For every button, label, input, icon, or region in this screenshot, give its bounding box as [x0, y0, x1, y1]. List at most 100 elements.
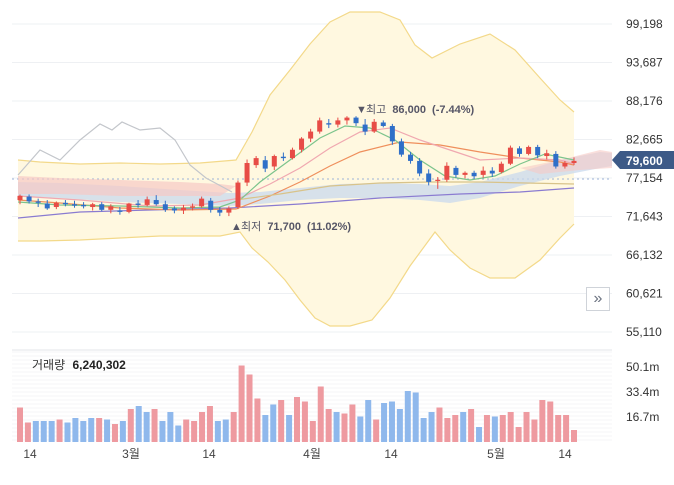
- candle[interactable]: [126, 202, 132, 214]
- volume-bar[interactable]: [17, 407, 23, 443]
- volume-bar[interactable]: [88, 418, 95, 442]
- volume-bar[interactable]: [547, 401, 554, 443]
- candle[interactable]: [553, 151, 559, 169]
- volume-bar[interactable]: [48, 421, 55, 442]
- volume-bar[interactable]: [317, 386, 324, 443]
- candle[interactable]: [71, 200, 77, 208]
- candle[interactable]: [81, 202, 87, 209]
- candle[interactable]: [253, 156, 259, 168]
- volume-bar[interactable]: [357, 416, 364, 443]
- volume-bar[interactable]: [444, 418, 451, 442]
- expand-chart-button[interactable]: »: [586, 287, 610, 311]
- volume-bar[interactable]: [341, 413, 348, 443]
- volume-bar[interactable]: [24, 422, 31, 443]
- volume-bar[interactable]: [365, 400, 372, 442]
- volume-bar[interactable]: [72, 418, 79, 442]
- candle[interactable]: [353, 116, 359, 126]
- candle[interactable]: [162, 200, 168, 212]
- volume-bar[interactable]: [325, 409, 332, 442]
- volume-bar[interactable]: [404, 391, 411, 442]
- candle[interactable]: [26, 194, 32, 204]
- volume-bar[interactable]: [333, 412, 340, 442]
- candle[interactable]: [308, 128, 314, 143]
- volume-bar[interactable]: [238, 365, 245, 443]
- candle[interactable]: [135, 200, 141, 208]
- candle[interactable]: [462, 171, 468, 179]
- volume-bar[interactable]: [563, 415, 570, 442]
- candle[interactable]: [208, 197, 214, 213]
- candle[interactable]: [144, 196, 150, 207]
- volume-bar[interactable]: [32, 421, 39, 442]
- candle[interactable]: [190, 203, 196, 211]
- volume-bar[interactable]: [127, 409, 134, 442]
- volume-bar[interactable]: [523, 412, 530, 442]
- candle[interactable]: [380, 120, 386, 128]
- candle[interactable]: [235, 180, 241, 210]
- volume-bar[interactable]: [452, 415, 459, 442]
- candle[interactable]: [408, 151, 414, 164]
- candle[interactable]: [398, 138, 404, 157]
- volume-bar[interactable]: [262, 415, 269, 442]
- volume-bar[interactable]: [111, 424, 118, 442]
- volume-bar[interactable]: [515, 427, 522, 442]
- candle[interactable]: [426, 169, 432, 186]
- candle[interactable]: [199, 196, 205, 208]
- volume-bar[interactable]: [349, 404, 356, 443]
- candle[interactable]: [498, 161, 504, 174]
- volume-bar[interactable]: [278, 400, 285, 442]
- candle[interactable]: [480, 166, 486, 178]
- volume-bar[interactable]: [460, 412, 467, 442]
- volume-bar[interactable]: [246, 374, 253, 443]
- candle[interactable]: [335, 117, 341, 128]
- volume-bar[interactable]: [420, 418, 427, 442]
- candle[interactable]: [517, 146, 523, 157]
- volume-bar[interactable]: [476, 427, 483, 442]
- volume-bar[interactable]: [571, 430, 577, 442]
- volume-bar[interactable]: [104, 419, 111, 443]
- volume-bar[interactable]: [119, 421, 126, 442]
- volume-bar[interactable]: [388, 401, 395, 443]
- volume-bar[interactable]: [555, 415, 562, 442]
- candle[interactable]: [435, 176, 441, 189]
- volume-bar[interactable]: [143, 412, 150, 442]
- candle[interactable]: [262, 156, 268, 173]
- volume-bars[interactable]: [17, 365, 577, 443]
- candle[interactable]: [108, 204, 114, 214]
- candle[interactable]: [417, 158, 423, 177]
- candle[interactable]: [44, 200, 50, 210]
- volume-bar[interactable]: [40, 421, 47, 442]
- volume-bar[interactable]: [499, 415, 506, 442]
- candle[interactable]: [489, 167, 495, 177]
- candle[interactable]: [362, 118, 368, 136]
- candle[interactable]: [62, 200, 68, 207]
- volume-bar[interactable]: [294, 397, 300, 442]
- volume-bar[interactable]: [167, 412, 174, 442]
- candle[interactable]: [153, 195, 159, 206]
- volume-bar[interactable]: [199, 412, 206, 442]
- volume-bar[interactable]: [507, 412, 514, 442]
- candlestick-series[interactable]: [17, 116, 577, 217]
- volume-bar[interactable]: [428, 412, 435, 442]
- candle[interactable]: [507, 145, 513, 166]
- candle[interactable]: [471, 170, 477, 180]
- volume-bar[interactable]: [396, 409, 403, 442]
- volume-bar[interactable]: [436, 407, 443, 443]
- candle[interactable]: [17, 194, 23, 205]
- candle[interactable]: [571, 157, 577, 166]
- candle[interactable]: [444, 162, 450, 182]
- volume-bar[interactable]: [531, 419, 538, 443]
- volume-bar[interactable]: [159, 421, 166, 442]
- candle[interactable]: [244, 159, 250, 187]
- candle[interactable]: [90, 202, 96, 211]
- volume-bar[interactable]: [483, 415, 490, 442]
- volume-bar[interactable]: [206, 406, 213, 442]
- candle[interactable]: [453, 165, 459, 178]
- volume-bar[interactable]: [151, 409, 158, 442]
- volume-bar[interactable]: [80, 421, 87, 442]
- candle[interactable]: [180, 204, 186, 215]
- volume-bar[interactable]: [373, 419, 380, 443]
- candle[interactable]: [544, 149, 550, 160]
- candle[interactable]: [317, 117, 323, 134]
- volume-bar[interactable]: [539, 400, 546, 442]
- volume-bar[interactable]: [301, 401, 308, 443]
